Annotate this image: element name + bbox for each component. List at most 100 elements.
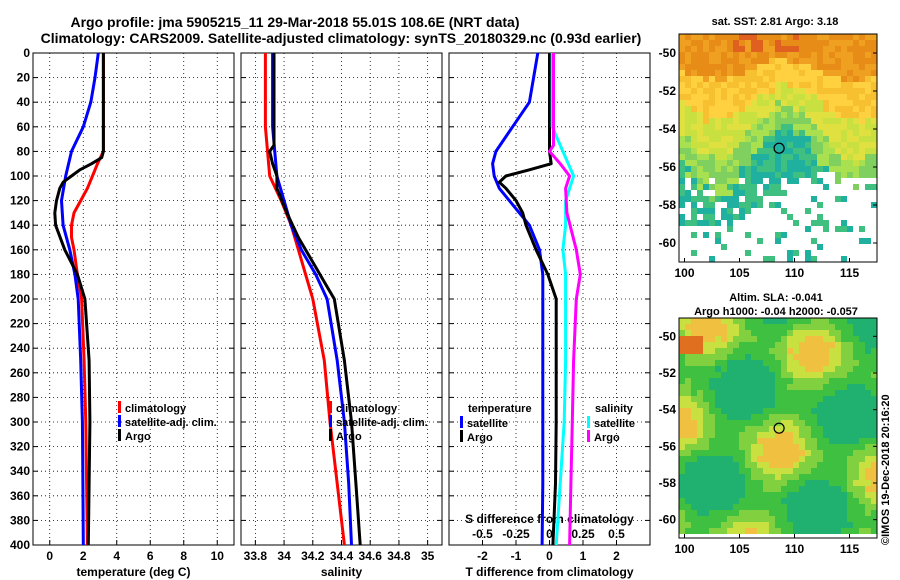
map-cell (727, 166, 733, 172)
map-cell (763, 414, 769, 420)
map-cell (727, 516, 733, 522)
map-cell (733, 408, 739, 414)
map-cell (817, 516, 823, 522)
map-cell (775, 354, 781, 360)
map-cell (745, 130, 751, 136)
map-cell (757, 202, 763, 208)
map-cell (805, 354, 811, 360)
map-cell (823, 226, 829, 232)
map-cell (835, 384, 841, 390)
map-cell (715, 154, 721, 160)
map-cell (853, 372, 859, 378)
map-cell (817, 214, 823, 220)
map-cell (859, 354, 865, 360)
map-cell (847, 348, 853, 354)
map-cell (679, 124, 685, 130)
map-cell (811, 390, 817, 396)
map-cell (865, 492, 871, 498)
map-cell (691, 82, 697, 88)
map-cell (733, 112, 739, 118)
map-cell (721, 166, 727, 172)
map-cell (709, 160, 715, 166)
map-cell (811, 456, 817, 462)
map-cell (829, 46, 835, 52)
map-cell (739, 202, 745, 208)
map-cell (679, 498, 685, 504)
map-cell (817, 130, 823, 136)
map-cell (787, 408, 793, 414)
map-cell (859, 420, 865, 426)
map-cell (745, 498, 751, 504)
map-cell (697, 438, 703, 444)
map-cell (679, 82, 685, 88)
map-cell (691, 124, 697, 130)
map-cell (739, 348, 745, 354)
map-cell (751, 172, 757, 178)
map-cell (697, 528, 703, 534)
top-tick-label: -0.25 (502, 527, 530, 541)
map-cell (703, 202, 709, 208)
map-cell (697, 396, 703, 402)
series-line-satellite-adj-clim- (60, 52, 100, 546)
map-cell (679, 52, 685, 58)
map-cell (685, 420, 691, 426)
map-cell (823, 354, 829, 360)
map-cell (691, 366, 697, 372)
map-cell (805, 486, 811, 492)
map-cell (697, 154, 703, 160)
map-cell (763, 384, 769, 390)
map-cell (859, 384, 865, 390)
map-cell (829, 82, 835, 88)
map-cell (763, 52, 769, 58)
map-cell (787, 456, 793, 462)
map-cell (739, 402, 745, 408)
map-cell (853, 480, 859, 486)
map-cell (715, 414, 721, 420)
map-cell (715, 190, 721, 196)
map-cell (703, 336, 709, 342)
map-cell (787, 384, 793, 390)
map-cell (847, 330, 853, 336)
map-cell (697, 522, 703, 528)
map-cell (781, 130, 787, 136)
map-cell (703, 40, 709, 46)
map-cell (751, 124, 757, 130)
map-cell (721, 498, 727, 504)
map-cell (781, 52, 787, 58)
map-cell (775, 238, 781, 244)
map-cell (697, 148, 703, 154)
map-cell (787, 58, 793, 64)
map-cell (775, 456, 781, 462)
map-cell (829, 142, 835, 148)
map-cell (865, 172, 871, 178)
map-cell (757, 378, 763, 384)
map-cell (745, 232, 751, 238)
map-cell (859, 474, 865, 480)
map-cell (715, 88, 721, 94)
map-cell (835, 336, 841, 342)
map-cell (859, 498, 865, 504)
map-cell (847, 444, 853, 450)
map-cell (691, 40, 697, 46)
map-cell (769, 408, 775, 414)
map-cell (715, 486, 721, 492)
map-cell (817, 414, 823, 420)
map-cell (751, 354, 757, 360)
map-cell (691, 250, 697, 256)
map-cell (769, 336, 775, 342)
map-cell (859, 34, 865, 40)
map-cell (715, 528, 721, 534)
map-cell (763, 402, 769, 408)
map-cell (787, 94, 793, 100)
map-cell (751, 396, 757, 402)
x-tick-label: 1 (580, 549, 587, 563)
map-cell (721, 214, 727, 220)
map-cell (745, 378, 751, 384)
map-cell (829, 444, 835, 450)
map-cell (829, 70, 835, 76)
map-cell (793, 58, 799, 64)
map-cell (745, 208, 751, 214)
map-cell (721, 456, 727, 462)
legend-swatch-climatology (118, 401, 121, 413)
x-tick-label: 35 (421, 549, 435, 563)
